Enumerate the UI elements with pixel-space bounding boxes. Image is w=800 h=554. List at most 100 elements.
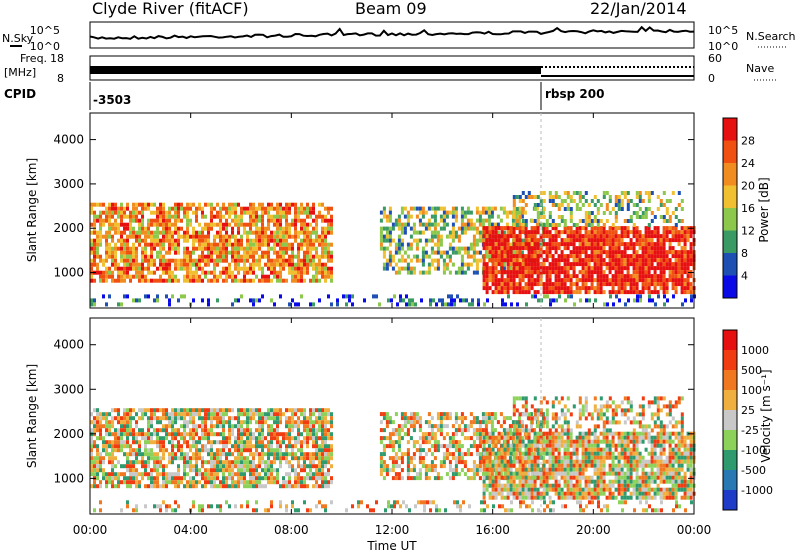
heatmap-cell <box>584 266 588 271</box>
heatmap-cell <box>566 230 570 235</box>
heatmap-cell <box>240 428 243 433</box>
heatmap-cell <box>527 262 531 267</box>
heatmap-cell <box>294 424 297 429</box>
heatmap-cell <box>647 282 651 287</box>
heatmap-cell <box>192 436 195 441</box>
heatmap-cell <box>210 202 213 207</box>
heatmap-cell <box>288 420 291 425</box>
heatmap-cell <box>252 302 255 307</box>
heatmap-cell <box>662 203 666 207</box>
heatmap-cell <box>162 480 165 485</box>
heatmap-cell <box>686 230 690 235</box>
heatmap-cell <box>412 416 416 421</box>
heatmap-cell <box>288 246 291 251</box>
heatmap-cell <box>243 222 246 227</box>
heatmap-cell <box>102 472 105 477</box>
heatmap-cell <box>270 214 273 219</box>
heatmap-cell <box>204 448 207 453</box>
heatmap-cell <box>270 440 273 445</box>
heatmap-cell <box>120 432 123 437</box>
heatmap-cell <box>249 412 252 417</box>
heatmap-cell <box>165 214 168 219</box>
heatmap-cell <box>210 222 213 227</box>
heatmap-cell <box>105 206 108 211</box>
heatmap-cell <box>273 274 276 279</box>
heatmap-cell <box>108 432 111 437</box>
heatmap-cell <box>481 218 485 223</box>
heatmap-cell <box>261 432 264 437</box>
heatmap-cell <box>653 270 657 275</box>
heatmap-cell <box>599 290 603 295</box>
heatmap-cell <box>330 424 333 429</box>
heatmap-cell <box>162 408 165 413</box>
heatmap-cell <box>132 254 135 259</box>
heatmap-cell <box>243 456 246 461</box>
heatmap-cell <box>96 214 99 219</box>
heatmap-cell <box>159 428 162 433</box>
heatmap-cell <box>306 420 309 425</box>
heatmap-cell <box>255 440 258 445</box>
heatmap-cell <box>424 254 428 259</box>
heatmap-cell <box>303 270 306 275</box>
heatmap-cell <box>644 242 648 247</box>
heatmap-cell <box>150 222 153 227</box>
heatmap-cell <box>252 202 255 207</box>
heatmap-cell <box>249 266 252 271</box>
heatmap-cell <box>237 246 240 251</box>
colorbar-tick-label: 28 <box>741 135 755 148</box>
heatmap-cell <box>524 262 528 267</box>
heatmap-cell <box>590 242 594 247</box>
heatmap-cell <box>526 238 530 243</box>
heatmap-cell <box>548 278 552 283</box>
heatmap-cell <box>237 424 240 429</box>
heatmap-cell <box>324 428 327 433</box>
heatmap-cell <box>469 210 473 215</box>
heatmap-cell <box>647 278 651 283</box>
heatmap-cell <box>584 191 588 195</box>
heatmap-cell <box>472 250 476 255</box>
heatmap-cell <box>324 436 327 441</box>
heatmap-cell <box>108 294 111 299</box>
heatmap-cell <box>557 266 561 271</box>
heatmap-cell <box>219 206 222 211</box>
heatmap-cell <box>195 246 198 251</box>
heatmap-cell <box>186 210 189 215</box>
heatmap-cell <box>135 480 138 485</box>
heatmap-cell <box>237 476 240 481</box>
heatmap-cell <box>485 234 489 239</box>
heatmap-cell <box>477 298 480 303</box>
heatmap-cell <box>264 472 267 477</box>
heatmap-cell <box>638 246 642 251</box>
heatmap-cell <box>448 230 452 235</box>
heatmap-cell <box>234 464 237 469</box>
heatmap-cell <box>135 468 138 473</box>
heatmap-cell <box>225 278 228 283</box>
heatmap-cell <box>213 266 216 271</box>
heatmap-cell <box>105 238 108 243</box>
heatmap-cell <box>539 254 543 259</box>
heatmap-cell <box>99 456 102 461</box>
heatmap-cell <box>120 234 123 239</box>
heatmap-cell <box>321 436 324 441</box>
heatmap-cell <box>397 226 401 231</box>
heatmap-cell <box>657 294 660 299</box>
heatmap-cell <box>418 238 422 243</box>
heatmap-cell <box>674 250 678 255</box>
heatmap-cell <box>312 476 315 481</box>
heatmap-cell <box>324 254 327 259</box>
heatmap-cell <box>388 210 392 215</box>
heatmap-cell <box>294 230 297 235</box>
heatmap-cell <box>590 199 594 203</box>
heatmap-cell <box>141 262 144 267</box>
heatmap-cell <box>174 262 177 267</box>
heatmap-cell <box>587 223 591 227</box>
heatmap-cell <box>159 214 162 219</box>
heatmap-cell <box>162 242 165 247</box>
heatmap-cell <box>270 206 273 211</box>
heatmap-cell <box>111 424 114 429</box>
heatmap-cell <box>415 416 419 421</box>
heatmap-cell <box>111 250 114 255</box>
heatmap-cell <box>156 464 159 469</box>
heatmap-cell <box>524 223 528 227</box>
